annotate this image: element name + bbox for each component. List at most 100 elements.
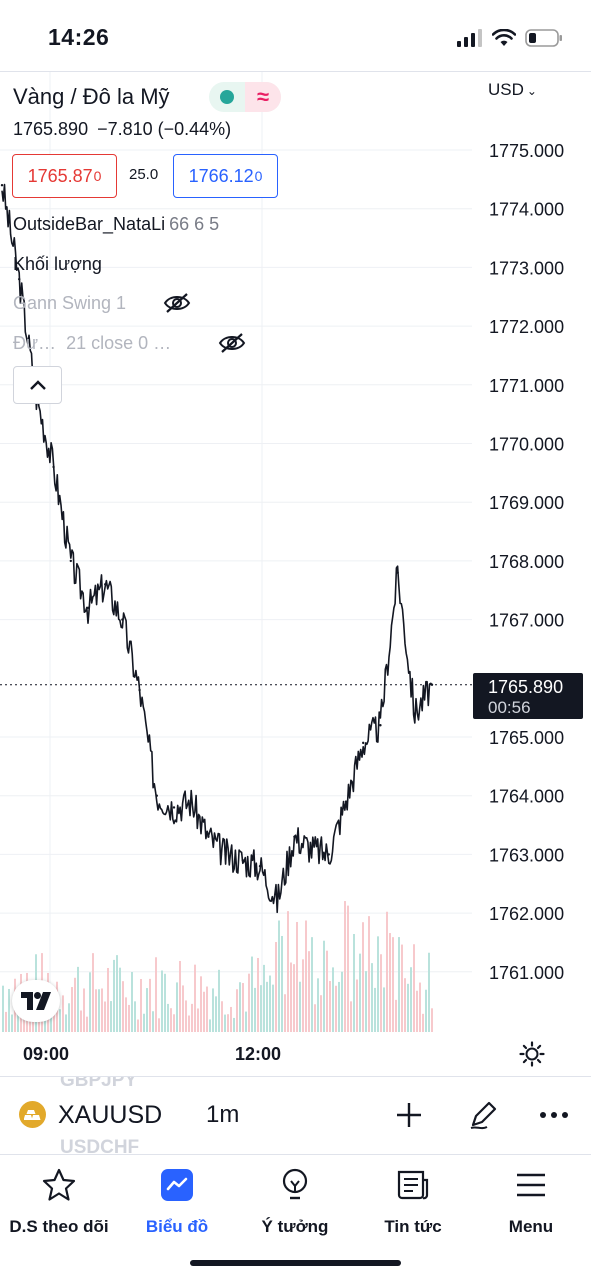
wave-icon: ≈ xyxy=(245,82,281,112)
volume-bar xyxy=(317,978,319,1032)
indicator-volume[interactable]: Khối lượng xyxy=(13,254,102,275)
time-label: 12:00 xyxy=(235,1044,282,1064)
status-icons xyxy=(457,26,563,50)
volume-bar xyxy=(89,972,91,1032)
sell-button[interactable]: 1765.87 0 xyxy=(12,154,117,198)
volume-bar xyxy=(110,1001,112,1032)
volume-bar xyxy=(143,1013,145,1032)
volume-bar xyxy=(227,1014,229,1032)
volume-bar xyxy=(83,988,85,1032)
volume-bar xyxy=(350,1001,352,1032)
settings-icon[interactable] xyxy=(519,1041,545,1067)
eye-off-icon[interactable] xyxy=(163,292,191,314)
volume-bar xyxy=(176,982,178,1032)
volume-bar xyxy=(215,996,217,1032)
price-tick-label: 1773.000 xyxy=(489,258,564,278)
volume-bar xyxy=(233,1017,235,1032)
more-icon[interactable] xyxy=(536,1097,572,1133)
timeframe-button[interactable]: 1m xyxy=(206,1101,240,1128)
price-point xyxy=(104,583,107,586)
indicator-gann-swing[interactable]: Gann Swing 1 xyxy=(13,293,126,314)
collapse-legend-button[interactable] xyxy=(13,366,62,404)
price-tick-label: 1762.000 xyxy=(489,904,564,924)
price-point xyxy=(362,741,365,745)
price-point xyxy=(69,559,73,563)
volume-bar xyxy=(185,1000,187,1032)
volume-bar xyxy=(119,967,121,1032)
chart-area[interactable]: 1775.000 1774.000 1773.000 1772.000 1771.000… xyxy=(0,72,591,1076)
chart-icon xyxy=(159,1167,195,1203)
add-icon[interactable] xyxy=(391,1097,427,1133)
volume-bar xyxy=(203,991,205,1032)
eye-off-icon[interactable] xyxy=(218,332,246,354)
volume-bar xyxy=(380,954,382,1032)
volume-bar xyxy=(407,983,409,1032)
volume-bar xyxy=(188,1015,190,1032)
tab-news[interactable]: Tin tức xyxy=(354,1167,472,1237)
volume-bar xyxy=(149,978,151,1032)
volume-bar xyxy=(359,953,361,1032)
time-label: 09:00 xyxy=(23,1044,70,1064)
gold-icon xyxy=(19,1101,46,1128)
tab-chart[interactable]: Biểu đồ xyxy=(118,1167,236,1237)
volume-bar xyxy=(386,911,388,1032)
last-price-tag: 1765.890 00:56 xyxy=(473,673,583,719)
tab-label: Ý tưởng xyxy=(261,1217,329,1236)
last-price: 1765.890 xyxy=(13,119,89,139)
tab-menu[interactable]: Menu xyxy=(472,1167,590,1237)
volume-bar xyxy=(311,937,313,1032)
spread-value: 25.0 xyxy=(129,166,159,183)
signal-icon xyxy=(457,29,482,47)
currency-label: USD xyxy=(488,80,524,99)
buy-button[interactable]: 1766.12 0 xyxy=(173,154,278,198)
volume-bar xyxy=(335,985,337,1032)
symbol-title[interactable]: Vàng / Đô la Mỹ xyxy=(13,84,170,109)
ghost-symbol: USDCHF xyxy=(60,1137,140,1154)
volume-bar xyxy=(152,1011,154,1032)
volume-bar xyxy=(278,920,280,1032)
price-chart[interactable]: 1775.000 1774.000 1773.000 1772.000 1771.000… xyxy=(0,72,591,1076)
price-point xyxy=(155,794,158,797)
volume-bar xyxy=(284,994,286,1032)
volume-bar xyxy=(422,1013,424,1032)
indicator-outsidebar[interactable]: OutsideBar_NataLi 66 6 5 xyxy=(13,214,219,235)
menu-icon xyxy=(513,1167,549,1203)
drawing-tools-icon[interactable] xyxy=(465,1097,501,1133)
price-point xyxy=(379,724,382,727)
tab-watchlist[interactable]: D.S theo dõi xyxy=(0,1167,118,1237)
volume-bar xyxy=(224,1014,226,1032)
volume-bar xyxy=(347,905,349,1032)
volume-bar xyxy=(8,988,10,1032)
volume-bar xyxy=(281,935,283,1032)
price-tick-label: 1771.000 xyxy=(489,376,564,396)
volume-bar xyxy=(5,1011,7,1032)
volume-bar xyxy=(272,984,274,1032)
tab-ideas[interactable]: Ý tưởng xyxy=(236,1167,354,1237)
volume-bar xyxy=(104,1001,106,1032)
volume-bar xyxy=(146,988,148,1032)
volume-bar xyxy=(332,967,334,1032)
indicator-moving-average[interactable]: Đư… 21 close 0 … xyxy=(13,333,171,354)
price-tick-label: 1770.000 xyxy=(489,435,564,455)
price-point xyxy=(396,571,399,574)
volume-bar xyxy=(257,957,259,1032)
tradingview-logo-icon xyxy=(21,992,51,1010)
market-status-badge[interactable]: ≈ xyxy=(209,82,281,112)
status-time: 14:26 xyxy=(48,24,110,50)
tradingview-logo[interactable] xyxy=(12,980,60,1022)
price-point xyxy=(190,800,193,803)
volume-bar xyxy=(200,976,202,1032)
volume-bar xyxy=(392,937,394,1032)
volume-bar xyxy=(356,979,358,1032)
volume-bar xyxy=(62,995,64,1032)
symbol-search-button[interactable]: XAUUSD xyxy=(58,1101,163,1129)
volume-bar xyxy=(122,981,124,1032)
volume-bar xyxy=(302,959,304,1032)
volume-bar xyxy=(194,964,196,1032)
volume-bar xyxy=(191,1003,193,1032)
news-icon xyxy=(395,1167,431,1203)
volume-bar xyxy=(230,1006,232,1032)
volume-bar xyxy=(326,950,328,1032)
currency-selector[interactable]: USD ⌄ xyxy=(488,80,537,100)
volume-bar xyxy=(395,999,397,1032)
